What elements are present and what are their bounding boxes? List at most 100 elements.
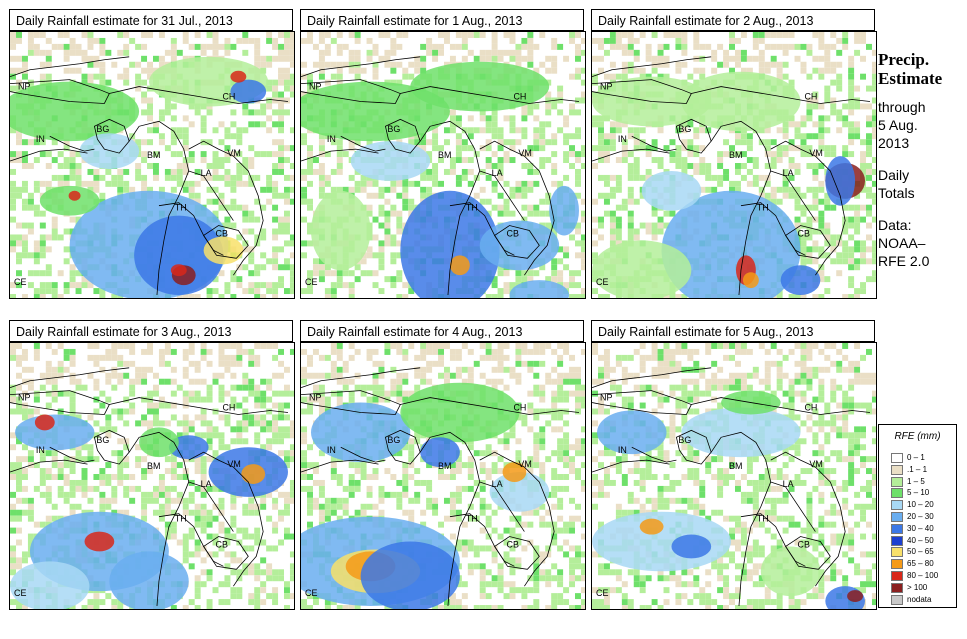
country-label-la: LA	[492, 168, 503, 178]
country-label-ch: CH	[513, 402, 526, 412]
panel-title: Daily Rainfall estimate for 5 Aug., 2013	[591, 320, 875, 342]
country-label-ch: CH	[222, 402, 235, 412]
country-label-bm: BM	[147, 150, 160, 160]
legend-label: .1 – 1	[907, 464, 928, 474]
legend-swatch	[891, 476, 903, 487]
country-borders	[592, 56, 871, 296]
legend-label: 1 – 5	[907, 476, 925, 486]
rain-field	[10, 343, 294, 609]
rain-field	[592, 343, 876, 609]
legend-swatch	[891, 535, 903, 546]
rainfall-map: NP CH IN BG BM VM LA TH CB CE	[591, 31, 877, 299]
legend-swatch	[891, 559, 903, 570]
sidebar-heading-1: Precip.	[878, 50, 930, 69]
country-label-th: TH	[757, 514, 769, 524]
sidebar-line-noaa: NOAA–	[878, 235, 926, 251]
country-label-bg: BG	[678, 435, 691, 445]
country-borders	[301, 367, 580, 607]
sidebar-line-totals: Totals	[878, 185, 915, 201]
country-label-in: IN	[327, 134, 336, 144]
country-label-vm: VM	[227, 459, 240, 469]
legend-swatch	[891, 594, 903, 605]
country-label-cb: CB	[216, 539, 228, 549]
country-label-ch: CH	[513, 91, 526, 101]
country-label-th: TH	[757, 203, 769, 213]
legend-swatch	[891, 571, 903, 581]
country-label-ce: CE	[305, 588, 317, 598]
country-label-cb: CB	[216, 228, 228, 238]
country-label-ch: CH	[804, 91, 817, 101]
rainfall-map: NP CH IN BG BM VM LA TH CB CE	[300, 31, 586, 299]
country-label-cb: CB	[507, 228, 519, 238]
legend-label: > 100	[907, 582, 928, 592]
sidebar-line-through: through	[878, 99, 926, 115]
country-label-ce: CE	[14, 277, 26, 287]
sidebar-line-rfe: RFE 2.0	[878, 253, 930, 269]
country-label-la: LA	[783, 168, 794, 178]
country-label-cb: CB	[798, 539, 810, 549]
rainfall-map-panel: Daily Rainfall estimate for 3 Aug., 2013…	[9, 320, 295, 610]
rain-field	[301, 343, 585, 609]
country-label-la: LA	[783, 479, 794, 489]
country-label-bg: BG	[96, 124, 109, 134]
rain-field	[301, 32, 585, 298]
legend-label: 30 – 40	[907, 523, 934, 533]
legend-label: 65 – 80	[907, 559, 934, 569]
sidebar-line-data: Data:	[878, 217, 912, 233]
rain-field	[592, 32, 876, 298]
panel-title: Daily Rainfall estimate for 4 Aug., 2013	[300, 320, 584, 342]
legend-swatch	[891, 582, 903, 593]
rainfall-map: NP CH IN BG BM VM LA TH CB CE	[9, 342, 295, 610]
rainfall-map: NP CH IN BG BM VM LA TH CB CE	[300, 342, 586, 610]
rainfall-map-panel: Daily Rainfall estimate for 5 Aug., 2013…	[591, 320, 877, 610]
legend-label: 20 – 30	[907, 512, 934, 521]
legend-label: 0 – 1	[907, 453, 925, 462]
sidebar-heading-2: Estimate	[878, 69, 943, 88]
rainfall-map: NP CH IN BG BM VM LA TH CB CE	[9, 31, 295, 299]
country-label-bg: BG	[387, 124, 400, 134]
panel-title: Daily Rainfall estimate for 2 Aug., 2013	[591, 9, 875, 31]
country-label-np: NP	[600, 393, 612, 403]
rainfall-map-panel: Daily Rainfall estimate for 4 Aug., 2013…	[300, 320, 586, 610]
country-borders	[301, 56, 580, 296]
legend-swatch	[891, 453, 903, 463]
legend-swatch	[891, 500, 903, 511]
country-label-bm: BM	[729, 150, 742, 160]
country-label-ce: CE	[596, 277, 608, 287]
country-label-ch: CH	[222, 91, 235, 101]
country-borders	[10, 56, 289, 296]
sidebar-line-year: 2013	[878, 135, 910, 151]
country-label-np: NP	[309, 393, 321, 403]
legend-swatch	[891, 512, 903, 522]
legend-label: 5 – 10	[907, 488, 930, 498]
country-label-vm: VM	[518, 148, 531, 158]
rainfall-map-panel: Daily Rainfall estimate for 1 Aug., 2013…	[300, 9, 586, 299]
country-label-bm: BM	[438, 150, 451, 160]
country-borders	[592, 367, 871, 607]
country-label-vm: VM	[809, 148, 822, 158]
country-label-cb: CB	[798, 228, 810, 238]
country-label-bg: BG	[678, 124, 691, 134]
legend-label: nodata	[907, 594, 932, 604]
country-label-in: IN	[36, 445, 45, 455]
country-label-th: TH	[466, 514, 478, 524]
country-label-bg: BG	[387, 435, 400, 445]
country-label-bm: BM	[438, 461, 451, 471]
rainfall-map-panel: Daily Rainfall estimate for 2 Aug., 2013…	[591, 9, 877, 299]
legend-label: 10 – 20	[907, 500, 934, 510]
country-label-ch: CH	[804, 402, 817, 412]
country-label-in: IN	[618, 445, 627, 455]
country-label-in: IN	[327, 445, 336, 455]
legend-title: RFE (mm)	[894, 431, 941, 442]
country-label-th: TH	[466, 203, 478, 213]
rainfall-legend: RFE (mm) 0 – 1 .1 – 1 1 – 5 5 – 10 10 – 20 20…	[878, 424, 957, 608]
legend-swatch	[891, 523, 903, 534]
country-borders	[10, 367, 289, 607]
country-label-in: IN	[36, 134, 45, 144]
rainfall-map: NP CH IN BG BM VM LA TH CB CE	[591, 342, 877, 610]
country-label-in: IN	[618, 134, 627, 144]
country-label-np: NP	[18, 82, 30, 92]
country-label-la: LA	[201, 479, 212, 489]
legend-label: 80 – 100	[907, 571, 939, 580]
country-label-np: NP	[309, 82, 321, 92]
